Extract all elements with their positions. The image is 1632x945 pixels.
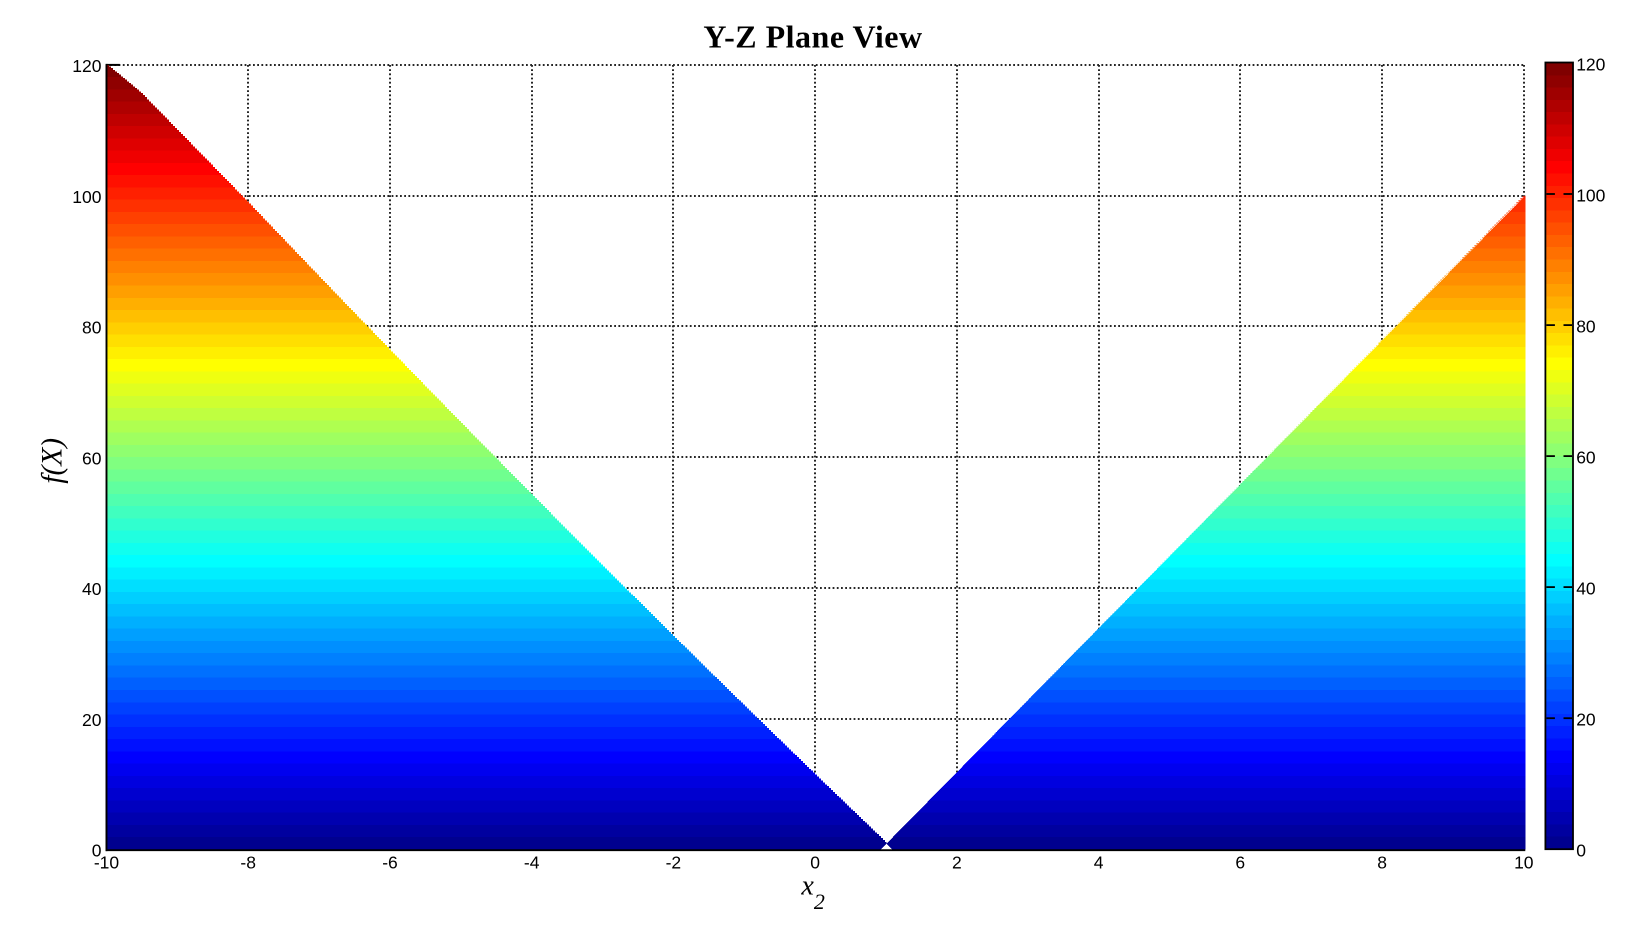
svg-text:8: 8 bbox=[1377, 852, 1387, 872]
svg-text:-10: -10 bbox=[94, 852, 120, 872]
svg-text:40: 40 bbox=[82, 579, 102, 599]
svg-text:0: 0 bbox=[1576, 841, 1586, 861]
svg-text:10: 10 bbox=[1514, 852, 1534, 872]
svg-text:20: 20 bbox=[82, 710, 102, 730]
svg-text:f(X): f(X) bbox=[37, 438, 69, 484]
svg-text:80: 80 bbox=[82, 318, 102, 338]
svg-text:120: 120 bbox=[72, 56, 101, 76]
svg-text:0: 0 bbox=[810, 852, 820, 872]
svg-text:-2: -2 bbox=[666, 852, 682, 872]
svg-text:100: 100 bbox=[72, 187, 101, 207]
svg-text:60: 60 bbox=[1576, 447, 1596, 467]
svg-text:6: 6 bbox=[1235, 852, 1245, 872]
svg-text:60: 60 bbox=[82, 448, 102, 468]
svg-text:-6: -6 bbox=[382, 852, 398, 872]
svg-text:-8: -8 bbox=[240, 852, 256, 872]
svg-text:-4: -4 bbox=[524, 852, 540, 872]
svg-text:20: 20 bbox=[1576, 710, 1596, 730]
svg-text:100: 100 bbox=[1576, 185, 1605, 205]
svg-text:40: 40 bbox=[1576, 578, 1596, 598]
svg-text:Y-Z Plane View: Y-Z Plane View bbox=[703, 19, 922, 55]
svg-text:4: 4 bbox=[1094, 852, 1104, 872]
svg-text:0: 0 bbox=[92, 841, 102, 861]
svg-text:2: 2 bbox=[952, 852, 962, 872]
svg-text:80: 80 bbox=[1576, 316, 1596, 336]
svg-text:120: 120 bbox=[1576, 54, 1605, 74]
